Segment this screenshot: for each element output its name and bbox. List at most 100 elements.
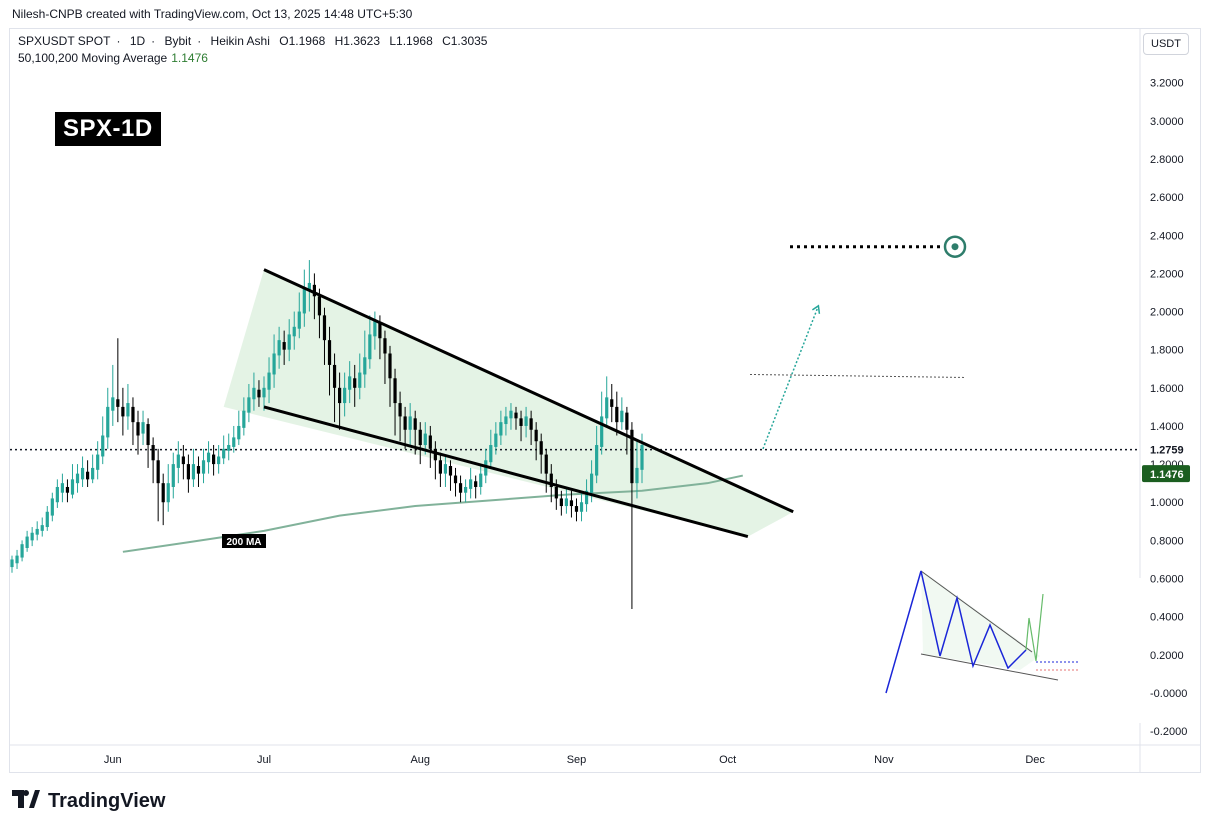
candle xyxy=(514,406,518,430)
symbol-name[interactable]: SPXUSDT SPOT xyxy=(18,34,111,48)
x-tick-label: Nov xyxy=(874,754,894,766)
candle-body xyxy=(524,416,528,426)
candle-body xyxy=(579,502,584,512)
candle xyxy=(438,452,442,487)
candle xyxy=(60,473,64,503)
candle xyxy=(121,387,125,436)
target-marker-dot xyxy=(951,243,959,251)
candle-body xyxy=(453,475,458,484)
candle xyxy=(191,448,196,487)
candle xyxy=(252,372,256,411)
candle xyxy=(358,353,362,400)
candle xyxy=(181,445,185,480)
candle xyxy=(383,330,387,385)
candle-body xyxy=(474,481,478,487)
candle-body xyxy=(30,532,34,541)
pattern-zigzag xyxy=(885,570,1027,694)
candle xyxy=(212,445,216,476)
candle xyxy=(393,368,397,436)
candle xyxy=(343,372,347,417)
candle-body xyxy=(166,483,170,503)
candle xyxy=(544,448,548,493)
currency-button[interactable]: USDT xyxy=(1143,33,1189,55)
candle-body xyxy=(600,416,604,447)
candle-body xyxy=(317,296,322,316)
candle xyxy=(247,384,251,423)
candle xyxy=(282,330,286,365)
candle xyxy=(584,479,589,512)
candle xyxy=(353,364,357,407)
chart-badge: SPX-1D xyxy=(55,112,161,146)
chart-style: Heikin Ashi xyxy=(210,34,270,48)
candle xyxy=(388,345,392,407)
candle-body xyxy=(499,422,503,436)
candle xyxy=(75,464,80,493)
candle xyxy=(529,410,533,446)
candle-body xyxy=(564,498,568,507)
candle-body xyxy=(610,399,614,407)
candle xyxy=(131,397,135,446)
tradingview-logo[interactable]: TradingView xyxy=(12,790,165,813)
pattern-breakout xyxy=(1025,593,1044,662)
candle xyxy=(428,425,432,468)
candle-body xyxy=(242,410,246,428)
candle xyxy=(579,492,584,522)
indicator-legend[interactable]: 50,100,200 Moving Average 1.1476 xyxy=(18,51,208,65)
candle xyxy=(86,460,90,487)
candle-body xyxy=(378,322,382,339)
y-tick-label: 2.8000 xyxy=(1150,154,1184,166)
candle xyxy=(91,454,95,484)
candle-body xyxy=(448,466,453,476)
candle-body xyxy=(126,403,130,417)
candle-body xyxy=(348,376,352,390)
candle xyxy=(55,479,59,508)
candle-body xyxy=(141,422,145,434)
candle-body xyxy=(176,454,180,468)
candle-body xyxy=(519,418,523,426)
candle-body xyxy=(101,435,105,457)
candle xyxy=(317,288,322,339)
ma200-label: 200 MA xyxy=(222,534,266,548)
price-label-text: 1.1476 xyxy=(1150,469,1184,481)
interval[interactable]: 1D xyxy=(129,34,146,48)
candle-body xyxy=(509,410,513,419)
x-tick-label: Aug xyxy=(410,754,430,766)
candle-body xyxy=(302,288,306,314)
wedge-fill xyxy=(223,269,794,537)
candle xyxy=(50,492,54,522)
candle-body xyxy=(458,483,463,493)
candle-body xyxy=(55,486,59,503)
candle-body xyxy=(297,311,301,329)
candle-body xyxy=(584,490,589,505)
candle xyxy=(479,464,483,495)
candle xyxy=(574,498,579,522)
candle-body xyxy=(479,473,483,487)
candle xyxy=(232,425,236,453)
candle-body xyxy=(469,479,473,489)
candle xyxy=(186,454,190,493)
candle-body xyxy=(252,387,256,400)
candle xyxy=(307,260,311,312)
candle-body xyxy=(186,464,190,480)
candle-body xyxy=(181,456,185,465)
candle-body xyxy=(438,460,442,474)
candle xyxy=(287,319,291,362)
candle-body xyxy=(277,340,281,356)
pattern-upper-line xyxy=(920,570,1033,653)
candle-body xyxy=(605,397,609,419)
candle-body xyxy=(80,467,85,480)
candle xyxy=(312,273,316,320)
candle-body xyxy=(287,334,291,350)
candle xyxy=(363,330,367,388)
candle xyxy=(620,397,624,430)
candle xyxy=(116,338,120,423)
y-tick-label: 0.2000 xyxy=(1150,650,1184,662)
indicator-value: 1.1476 xyxy=(171,51,208,65)
y-tick-label: 3.2000 xyxy=(1150,78,1184,90)
candle-body xyxy=(398,403,402,417)
x-tick-label: Jun xyxy=(104,754,122,766)
candle xyxy=(524,406,528,438)
candle xyxy=(227,433,231,461)
symbol-header: SPXUSDT SPOT · 1D · Bybit · Heikin Ashi O1.… xyxy=(18,34,488,48)
